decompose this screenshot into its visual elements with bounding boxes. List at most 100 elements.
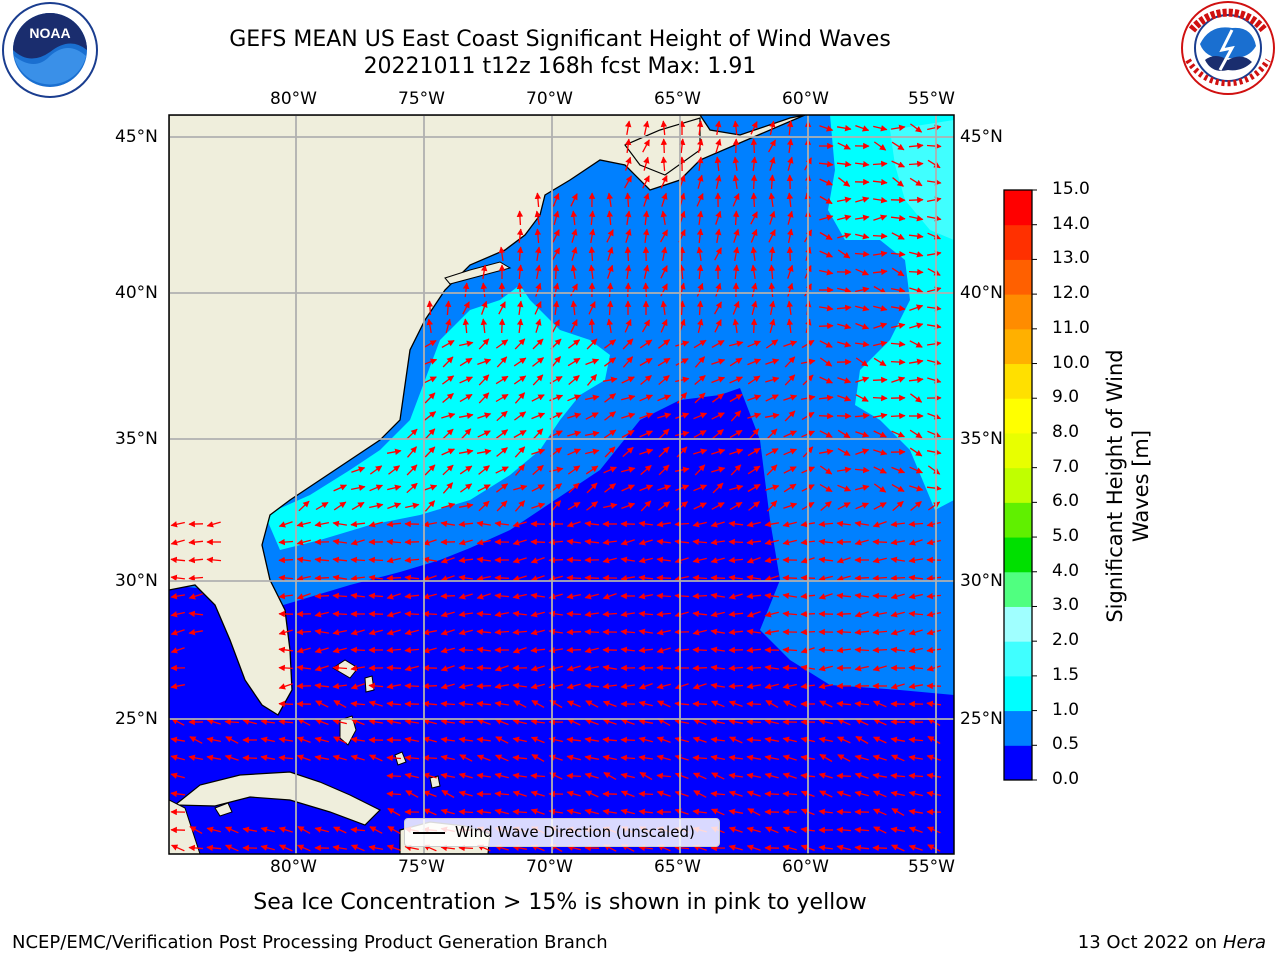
wind-wave-arrow	[496, 447, 508, 457]
wind-wave-arrow	[516, 282, 524, 298]
wind-wave-arrow	[553, 210, 560, 225]
wind-wave-arrow	[927, 430, 942, 438]
wind-wave-arrow	[170, 574, 185, 582]
wind-wave-arrow	[552, 264, 560, 280]
wind-wave-arrow	[838, 177, 851, 187]
lon-tick-top-75w: 75°W	[398, 89, 445, 109]
colorbar-tick-label: 3.0	[1052, 595, 1080, 616]
wind-wave-arrow	[531, 394, 545, 402]
wind-wave-arrow	[678, 264, 686, 280]
wind-wave-arrow	[890, 736, 906, 743]
wind-wave-arrow	[621, 394, 636, 401]
wind-wave-arrow	[714, 120, 722, 136]
wind-wave-arrow	[532, 464, 544, 476]
wind-wave-arrow	[656, 629, 671, 636]
wind-wave-arrow	[656, 610, 672, 618]
wind-wave-arrow	[476, 772, 491, 780]
wind-wave-arrow	[854, 700, 870, 708]
wind-wave-arrow	[534, 301, 542, 315]
wind-wave-arrow	[656, 647, 671, 654]
wind-wave-arrow	[512, 575, 527, 582]
wind-wave-arrow	[909, 429, 923, 439]
wind-wave-arrow	[660, 229, 668, 243]
wind-wave-arrow	[747, 340, 761, 348]
wind-wave-arrow	[530, 556, 545, 564]
wind-wave-arrow	[480, 300, 488, 315]
wind-wave-arrow	[837, 214, 852, 221]
wind-wave-arrow	[908, 376, 924, 384]
wind-wave-arrow	[170, 539, 185, 546]
wind-wave-arrow	[315, 501, 329, 511]
wind-wave-arrow	[332, 682, 347, 690]
wind-wave-arrow	[535, 264, 542, 280]
wind-wave-arrow	[458, 736, 473, 744]
wind-wave-arrow	[494, 772, 509, 779]
wind-wave-arrow	[675, 430, 690, 437]
wind-wave-arrow	[424, 411, 437, 421]
wind-wave-arrow	[588, 301, 596, 315]
wind-wave-arrow	[908, 142, 924, 150]
wind-wave-arrow	[440, 772, 456, 779]
wind-wave-arrow	[422, 556, 438, 564]
wind-wave-arrow	[587, 374, 597, 386]
wind-wave-arrow	[440, 754, 455, 761]
wind-wave-arrow	[660, 265, 668, 279]
wind-wave-arrow	[442, 375, 455, 385]
wind-wave-arrow	[746, 628, 761, 636]
wind-wave-arrow	[764, 556, 780, 564]
wind-wave-arrow	[873, 357, 887, 367]
wind-wave-arrow	[710, 664, 725, 672]
wind-wave-arrow	[531, 700, 545, 708]
wind-wave-arrow	[642, 228, 650, 243]
wind-wave-arrow	[836, 304, 852, 312]
wind-wave-arrow	[854, 754, 869, 761]
wind-wave-arrow	[332, 629, 348, 636]
wind-wave-arrow	[782, 736, 797, 743]
wind-wave-arrow	[786, 192, 794, 208]
wind-wave-arrow	[890, 520, 905, 528]
wind-wave-arrow	[692, 538, 708, 546]
wind-wave-arrow	[602, 664, 618, 672]
wind-wave-arrow	[656, 592, 672, 600]
wind-wave-arrow	[476, 610, 492, 618]
wind-wave-arrow	[531, 484, 545, 492]
wind-wave-arrow	[733, 246, 740, 262]
wind-wave-arrow	[908, 196, 924, 204]
wind-wave-arrow	[765, 394, 779, 402]
wind-wave-arrow	[818, 538, 834, 546]
wind-wave-arrow	[441, 502, 456, 509]
wind-wave-arrow	[855, 484, 870, 491]
wind-wave-arrow	[440, 683, 455, 690]
wind-wave-arrow	[696, 193, 704, 207]
footer-date: 13 Oct 2022 on Hera	[1078, 932, 1266, 953]
wind-wave-arrow	[768, 264, 776, 280]
wind-wave-arrow	[732, 156, 740, 171]
wind-wave-arrow	[496, 410, 508, 422]
wind-wave-arrow	[675, 358, 689, 366]
wind-wave-arrow	[783, 448, 797, 456]
wind-wave-arrow	[566, 593, 582, 600]
wind-wave-arrow	[674, 466, 690, 473]
wind-wave-arrow	[260, 736, 275, 743]
wind-wave-arrow	[602, 610, 618, 618]
wind-wave-arrow	[891, 466, 906, 474]
wind-wave-arrow	[873, 466, 887, 474]
wind-wave-arrow	[639, 357, 653, 367]
wind-wave-arrow	[188, 574, 204, 582]
wind-wave-arrow	[406, 482, 418, 494]
wind-wave-arrow	[764, 539, 779, 546]
wind-wave-arrow	[782, 610, 798, 618]
wind-wave-arrow	[764, 754, 780, 761]
wind-wave-arrow	[494, 665, 509, 672]
wind-wave-arrow	[729, 393, 743, 403]
wind-wave-arrow	[872, 646, 888, 654]
wind-wave-arrow	[764, 683, 779, 690]
wind-wave-arrow	[516, 318, 524, 333]
wind-wave-arrow	[692, 683, 707, 690]
wind-wave-arrow	[710, 736, 725, 744]
wind-wave-arrow	[386, 646, 402, 654]
wind-wave-arrow	[697, 318, 704, 333]
wind-wave-arrow	[746, 772, 762, 779]
wind-wave-arrow	[711, 340, 725, 348]
wind-wave-arrow	[512, 646, 527, 654]
